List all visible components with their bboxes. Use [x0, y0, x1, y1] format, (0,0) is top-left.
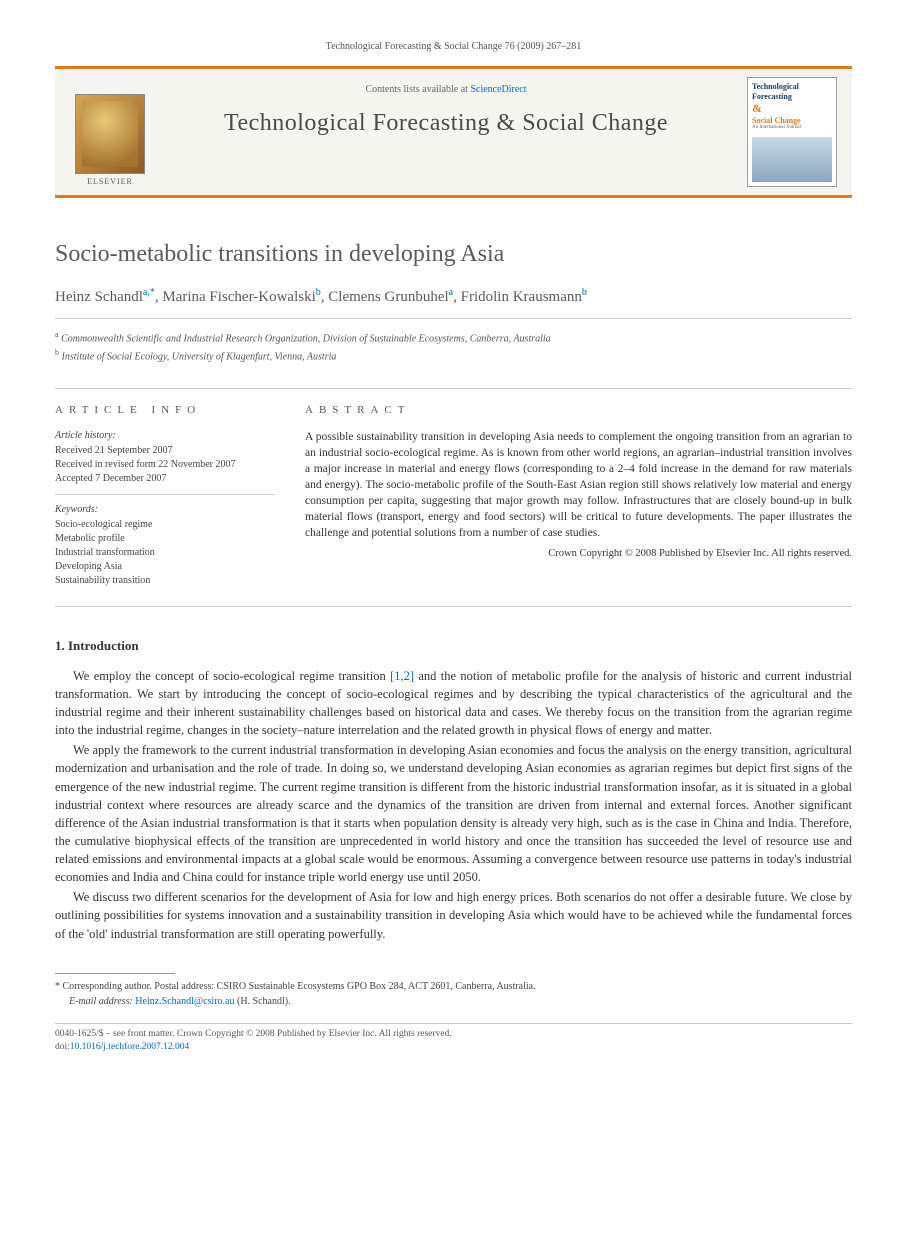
email-suffix: (H. Schandl).	[234, 996, 290, 1007]
author-1-affil: a,	[143, 287, 150, 298]
affiliation-a-text: Commonwealth Scientific and Industrial R…	[61, 333, 551, 344]
cover-image-placeholder	[752, 137, 832, 182]
author-2: Marina Fischer-Kowalski	[162, 289, 315, 305]
affiliations: a Commonwealth Scientific and Industrial…	[55, 329, 852, 365]
affiliation-b-text: Institute of Social Ecology, University …	[62, 351, 337, 362]
author-4: Fridolin Krausmann	[461, 289, 582, 305]
corr-text: Corresponding author. Postal address: CS…	[60, 981, 536, 992]
contents-available-line: Contents lists available at ScienceDirec…	[155, 83, 737, 97]
footnote-rule	[55, 973, 175, 974]
author-list: Heinz Schandla,*, Marina Fischer-Kowalsk…	[55, 286, 852, 319]
article-info-head: article info	[55, 403, 275, 418]
abstract-copyright: Crown Copyright © 2008 Published by Else…	[305, 547, 852, 562]
abstract-text: A possible sustainability transition in …	[305, 429, 852, 542]
corresponding-author-note: * Corresponding author. Postal address: …	[55, 980, 852, 994]
elsevier-tree-logo	[75, 94, 145, 174]
keywords-label: Keywords:	[55, 503, 275, 517]
abstract-head: abstract	[305, 403, 852, 418]
intro-para-3: We discuss two different scenarios for t…	[55, 888, 852, 942]
sciencedirect-link[interactable]: ScienceDirect	[470, 84, 526, 95]
email-line: E-mail address: Heinz.Schandl@csiro.au (…	[55, 995, 852, 1009]
journal-banner: ELSEVIER Contents lists available at Sci…	[55, 66, 852, 198]
contents-prefix: Contents lists available at	[365, 84, 470, 95]
doi-link[interactable]: 10.1016/j.techfore.2007.12.004	[70, 1042, 190, 1052]
page-footer: 0040-1625/$ – see front matter. Crown Co…	[55, 1023, 852, 1055]
email-label: E-mail address:	[69, 996, 135, 1007]
banner-left: ELSEVIER	[65, 77, 145, 187]
author-1: Heinz Schandl	[55, 289, 143, 305]
history-revised: Received in revised form 22 November 200…	[55, 458, 275, 472]
cover-line3: Social Change	[752, 116, 832, 126]
article-info-column: article info Article history: Received 2…	[55, 403, 275, 587]
affiliation-b: b Institute of Social Ecology, Universit…	[55, 347, 852, 364]
intro-para-1: We employ the concept of socio-ecologica…	[55, 667, 852, 740]
cover-ampersand: &	[752, 101, 762, 115]
section-1-head: 1. Introduction	[55, 637, 852, 655]
cover-line1: Technological	[752, 82, 832, 92]
journal-cover-thumbnail[interactable]: Technological Forecasting & Social Chang…	[747, 77, 837, 187]
running-head: Technological Forecasting & Social Chang…	[55, 40, 852, 54]
keyword-1: Metabolic profile	[55, 532, 275, 546]
cover-tagline: An International Journal	[752, 125, 832, 131]
history-label: Article history:	[55, 429, 275, 443]
sep: ,	[453, 289, 461, 305]
article-history-block: Article history: Received 21 September 2…	[55, 429, 275, 495]
article-title: Socio-metabolic transitions in developin…	[55, 238, 852, 272]
keyword-4: Sustainability transition	[55, 574, 275, 588]
banner-right: Technological Forecasting & Social Chang…	[747, 77, 842, 187]
info-abstract-row: article info Article history: Received 2…	[55, 388, 852, 606]
email-link[interactable]: Heinz.Schandl@csiro.au	[135, 996, 234, 1007]
page-container: Technological Forecasting & Social Chang…	[0, 0, 907, 1084]
keyword-0: Socio-ecological regime	[55, 518, 275, 532]
issn-copyright-line: 0040-1625/$ – see front matter. Crown Co…	[55, 1028, 852, 1041]
history-received: Received 21 September 2007	[55, 444, 275, 458]
citation-link-1-2[interactable]: [1,2]	[390, 669, 414, 683]
cover-line2: Forecasting	[752, 92, 832, 102]
elsevier-label: ELSEVIER	[75, 176, 145, 187]
intro-para-2: We apply the framework to the current in…	[55, 741, 852, 886]
doi-label: doi:	[55, 1042, 70, 1052]
affiliation-a: a Commonwealth Scientific and Industrial…	[55, 329, 852, 346]
doi-line: doi:10.1016/j.techfore.2007.12.004	[55, 1041, 852, 1054]
keyword-3: Developing Asia	[55, 560, 275, 574]
history-accepted: Accepted 7 December 2007	[55, 472, 275, 486]
author-4-affil: b	[582, 287, 587, 298]
banner-center: Contents lists available at ScienceDirec…	[145, 77, 747, 187]
abstract-column: abstract A possible sustainability trans…	[305, 403, 852, 587]
author-3: Clemens Grunbuhel	[328, 289, 448, 305]
keyword-2: Industrial transformation	[55, 546, 275, 560]
p1-text-a: We employ the concept of socio-ecologica…	[73, 669, 390, 683]
footnotes: * Corresponding author. Postal address: …	[55, 980, 852, 1009]
keywords-block: Keywords: Socio-ecological regime Metabo…	[55, 503, 275, 588]
journal-name: Technological Forecasting & Social Chang…	[155, 107, 737, 141]
